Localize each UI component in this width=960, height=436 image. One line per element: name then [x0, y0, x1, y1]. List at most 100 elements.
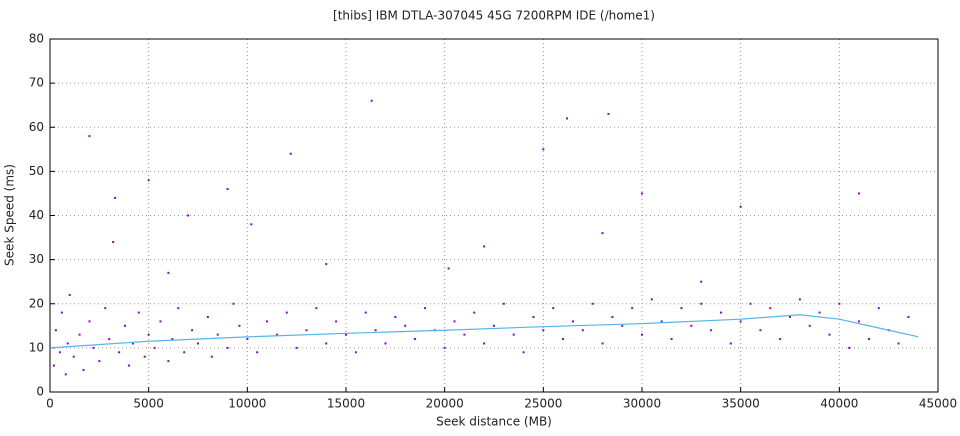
point — [226, 346, 229, 349]
point — [798, 298, 801, 301]
point — [92, 346, 95, 349]
point — [104, 307, 107, 310]
point — [72, 355, 75, 358]
point — [641, 333, 643, 336]
point — [191, 329, 194, 332]
point — [153, 346, 156, 349]
x-tick-label: 5000 — [133, 397, 164, 411]
y-tick-label: 60 — [29, 120, 44, 134]
point — [60, 311, 63, 314]
x-tick-label: 15000 — [327, 397, 365, 411]
point — [779, 338, 782, 341]
point — [566, 117, 569, 120]
point — [325, 342, 328, 345]
point — [907, 315, 910, 318]
y-tick-label: 10 — [29, 340, 44, 354]
point — [354, 351, 357, 354]
point — [335, 320, 338, 323]
point — [789, 315, 791, 318]
point — [631, 307, 634, 310]
point — [532, 315, 535, 318]
point — [404, 324, 407, 327]
point — [808, 324, 811, 327]
point — [650, 298, 653, 301]
point — [66, 342, 69, 345]
point — [384, 342, 387, 345]
point — [700, 280, 703, 283]
y-tick-label: 40 — [29, 208, 44, 222]
point — [552, 307, 555, 310]
point — [232, 302, 235, 305]
x-tick-label: 10000 — [228, 397, 266, 411]
point — [601, 342, 604, 345]
point — [710, 329, 713, 332]
point — [246, 338, 249, 341]
x-tick-label: 40000 — [820, 397, 858, 411]
point — [759, 329, 762, 332]
y-tick-label: 70 — [29, 76, 44, 90]
x-tick-label: 35000 — [722, 397, 760, 411]
point — [123, 324, 126, 327]
point — [226, 188, 229, 191]
point — [473, 311, 476, 314]
point — [68, 293, 71, 296]
y-axis-label: Seek Speed (ms) — [3, 164, 17, 266]
point — [867, 338, 870, 341]
point — [607, 113, 610, 116]
point — [700, 302, 703, 305]
point — [285, 311, 288, 314]
point — [88, 320, 91, 323]
point — [266, 320, 269, 323]
point — [601, 232, 604, 235]
point — [858, 320, 861, 323]
point — [374, 329, 377, 332]
point — [502, 302, 505, 305]
point — [769, 307, 772, 310]
point — [147, 179, 150, 182]
point — [315, 307, 318, 310]
point — [641, 192, 643, 195]
point — [453, 320, 456, 323]
point — [78, 333, 81, 336]
point — [187, 214, 190, 217]
point — [167, 360, 170, 363]
point — [739, 205, 742, 208]
point — [256, 351, 259, 354]
point — [877, 307, 880, 310]
point — [197, 342, 199, 345]
point — [167, 271, 170, 274]
point — [670, 338, 673, 341]
point — [739, 320, 742, 323]
point — [414, 338, 417, 341]
point — [542, 148, 545, 151]
point — [729, 342, 732, 345]
y-tick-label: 80 — [29, 32, 44, 46]
point — [88, 135, 91, 138]
point — [848, 346, 851, 349]
point — [443, 346, 446, 349]
point — [680, 307, 683, 310]
point — [542, 329, 545, 332]
point — [98, 360, 101, 363]
point — [64, 373, 67, 376]
point — [295, 346, 298, 349]
x-axis-label: Seek distance (MB) — [436, 415, 552, 429]
trend-line — [49, 314, 919, 349]
point — [828, 333, 831, 336]
point — [364, 311, 367, 314]
y-tick-label: 30 — [29, 252, 44, 266]
point — [112, 240, 115, 243]
x-tick-label: 25000 — [524, 397, 562, 411]
x-tick-label: 0 — [46, 397, 54, 411]
point — [143, 355, 146, 358]
point — [719, 311, 722, 314]
point — [137, 311, 140, 314]
point — [171, 338, 174, 341]
point — [54, 329, 57, 332]
point — [370, 99, 373, 102]
x-tick-label: 30000 — [623, 397, 661, 411]
point — [522, 351, 525, 354]
point — [289, 152, 292, 155]
